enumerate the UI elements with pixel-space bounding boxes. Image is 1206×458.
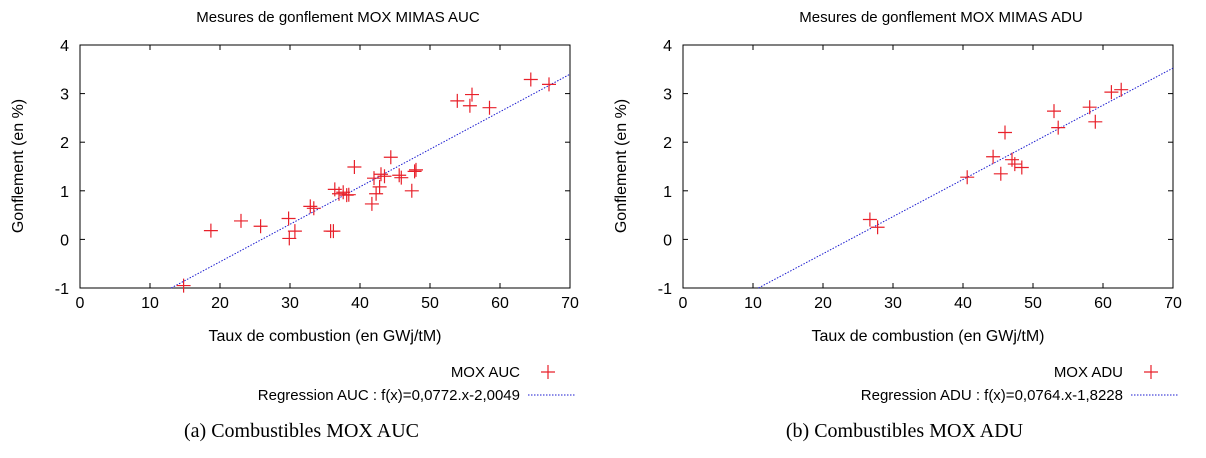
- y-tick-label: -1: [55, 281, 69, 298]
- x-tick-label: 20: [814, 295, 832, 312]
- data-point: [367, 171, 381, 186]
- regression-line: [170, 73, 571, 289]
- x-axis-label: Taux de combustion (en GWj/tM): [812, 328, 1045, 345]
- x-tick-label: 50: [421, 295, 439, 312]
- y-tick-label: 3: [663, 87, 672, 104]
- data-point: [1014, 160, 1029, 175]
- legend-marker-points: [1144, 365, 1158, 379]
- chart-svg-auc: Mesures de gonflement MOX MIMAS AUC 0 10 2…: [10, 9, 579, 404]
- data-point: [372, 179, 387, 194]
- data-point: [374, 167, 388, 182]
- y-tick-label: 1: [60, 184, 69, 201]
- data-point: [409, 162, 423, 177]
- data-point: [281, 211, 296, 226]
- y-tick-label: 4: [663, 38, 672, 55]
- data-point: [450, 93, 465, 108]
- data-point: [1051, 120, 1066, 135]
- legend-label-regression: Regression ADU : f(x)=0,0764.x-1,8228: [861, 387, 1123, 404]
- legend-label-regression: Regression AUC : f(x)=0,0772.x-2,0049: [258, 387, 520, 404]
- figure-caption: (b) Combustibles MOX ADU: [785, 420, 1024, 442]
- y-tick-label: 2: [663, 135, 672, 152]
- data-point: [993, 166, 1008, 181]
- data-point: [1047, 104, 1061, 119]
- y-tick-label: 0: [663, 232, 672, 249]
- data-point: [341, 187, 356, 202]
- data-point: [1104, 85, 1119, 100]
- data-point: [404, 183, 419, 198]
- chart-panel-adu: Mesures de gonflement MOX MIMAS ADU 0 10 2…: [603, 0, 1206, 458]
- data-point: [1088, 114, 1103, 129]
- chart-title: Mesures de gonflement MOX MIMAS ADU: [799, 9, 1082, 26]
- data-point: [347, 159, 362, 174]
- y-tick-label: -1: [658, 281, 672, 298]
- regression-line: [758, 67, 1174, 289]
- x-tick-label: 30: [281, 295, 299, 312]
- data-point: [542, 77, 556, 92]
- data-point: [253, 219, 268, 234]
- data-point: [1114, 82, 1129, 97]
- y-tick-label: 1: [663, 184, 672, 201]
- y-tick-label: 0: [60, 232, 69, 249]
- x-tick-label: 70: [561, 295, 579, 312]
- legend-label-points: MOX AUC: [451, 364, 520, 381]
- chart-panel-auc: Mesures de gonflement MOX MIMAS AUC 0 10 2…: [10, 9, 579, 442]
- data-point: [176, 278, 191, 293]
- x-tick-label: 50: [1024, 295, 1042, 312]
- y-tick-label: 4: [60, 38, 69, 55]
- data-point: [203, 223, 218, 238]
- data-point: [998, 125, 1012, 140]
- data-point: [364, 196, 379, 211]
- data-point: [383, 150, 398, 165]
- x-tick-label: 60: [491, 295, 509, 312]
- data-point: [234, 213, 248, 228]
- x-tick-label: 70: [1164, 295, 1182, 312]
- x-tick-label: 0: [679, 295, 688, 312]
- x-tick-label: 20: [211, 295, 229, 312]
- data-point: [462, 98, 477, 113]
- legend-label-points: MOX ADU: [1054, 364, 1123, 381]
- data-point: [287, 224, 302, 239]
- data-point: [1007, 157, 1022, 172]
- figure-caption: (a) Combustibles MOX AUC: [184, 420, 419, 442]
- x-axis-label: Taux de combustion (en GWj/tM): [209, 328, 442, 345]
- data-point: [870, 220, 885, 235]
- data-point: [1082, 100, 1097, 115]
- chart-svg-adu: Mesures de gonflement MOX MIMAS ADU 0 10 2…: [613, 9, 1182, 404]
- data-point: [960, 170, 975, 185]
- legend-marker-points: [541, 365, 555, 379]
- data-point: [482, 100, 497, 115]
- data-point: [986, 149, 1001, 164]
- x-tick-label: 40: [954, 295, 972, 312]
- data-point: [369, 186, 384, 201]
- plot-frame: [682, 44, 1174, 289]
- y-axis-label: Gonflement (en %): [10, 99, 27, 233]
- x-tick-label: 40: [351, 295, 369, 312]
- chart-title: Mesures de gonflement MOX MIMAS AUC: [196, 9, 480, 26]
- y-tick-label: 2: [60, 135, 69, 152]
- data-point: [306, 201, 321, 216]
- x-tick-label: 10: [141, 295, 159, 312]
- y-tick-label: 3: [60, 87, 69, 104]
- data-point: [394, 170, 409, 185]
- x-tick-label: 10: [744, 295, 762, 312]
- data-point: [282, 231, 297, 246]
- y-axis-label: Gonflement (en %): [613, 99, 630, 233]
- x-tick-label: 30: [884, 295, 902, 312]
- data-point: [303, 199, 318, 214]
- data-point: [336, 185, 351, 200]
- data-point: [465, 87, 479, 102]
- data-point: [392, 168, 407, 183]
- plot-frame: [79, 44, 571, 289]
- data-point: [407, 164, 422, 179]
- data-point: [326, 224, 341, 239]
- data-point: [523, 72, 538, 87]
- x-tick-label: 0: [76, 295, 85, 312]
- data-point: [377, 169, 392, 184]
- data-point: [862, 212, 877, 227]
- x-tick-label: 60: [1094, 295, 1112, 312]
